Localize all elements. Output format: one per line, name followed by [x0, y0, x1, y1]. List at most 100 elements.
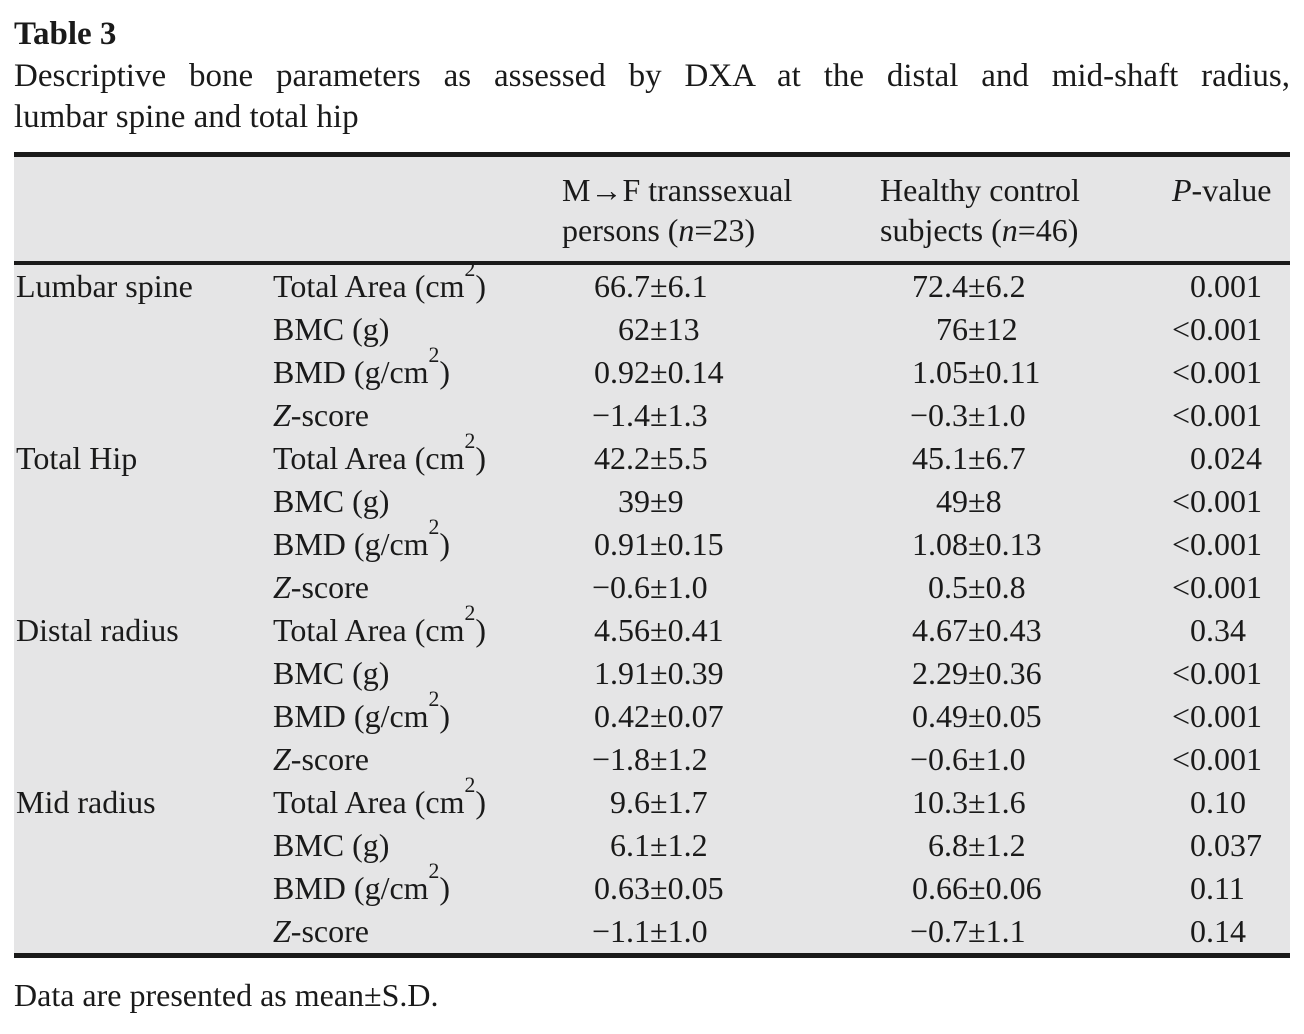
control-value-cell: 0.66±0.06 [912, 870, 1042, 906]
region-cell [14, 351, 273, 394]
caption-line-1: Descriptive bone parameters as assessed … [14, 58, 1290, 94]
region-cell: Mid radius [16, 784, 156, 820]
control-value-cell: 0.49±0.05 [912, 698, 1042, 734]
header-p-italic: P [1172, 172, 1192, 208]
transsexual-value-cell: −0.6±1.0 [591, 569, 708, 605]
region-cell [14, 566, 273, 609]
parameter-cell: Total Area (cm2) [273, 428, 486, 476]
table-row: Lumbar spine Total Area (cm2) 66.7±6.1 7… [14, 256, 1290, 308]
parameter-cell: Z-score [273, 397, 369, 433]
table-row: BMD (g/cm2) 0.92±0.14 1.05±0.11 <0.001 [14, 342, 1290, 394]
control-value-cell: −0.6±1.0 [909, 741, 1026, 777]
table-row: BMD (g/cm2) 0.63±0.05 0.66±0.06 0.11 [14, 860, 1290, 910]
header-col3-line2: persons ( [562, 212, 679, 248]
pvalue-cell: 0.34 [1190, 612, 1246, 648]
control-value-cell: 10.3±1.6 [912, 784, 1026, 820]
header-col4-line1: Healthy control [880, 172, 1080, 208]
table-body: Lumbar spine Total Area (cm2) 66.7±6.1 7… [14, 256, 1290, 956]
table-row: BMC (g) 62±13 76±12 <0.001 [14, 308, 1290, 351]
transsexual-value-cell: 66.7±6.1 [594, 268, 708, 304]
table-row: BMC (g) 1.91±0.39 2.29±0.36 <0.001 [14, 652, 1290, 695]
header-col4-line2: subjects ( [880, 212, 1002, 248]
transsexual-value-cell: 0.92±0.14 [594, 354, 724, 390]
transsexual-value-cell: 0.42±0.07 [594, 698, 724, 734]
transsexual-value-cell: 42.2±5.5 [594, 440, 708, 476]
transsexual-value-cell: −1.4±1.3 [591, 397, 708, 433]
pvalue-cell: <0.001 [1172, 397, 1262, 433]
header-col4-n: n [1001, 212, 1018, 248]
region-cell [14, 824, 273, 867]
parameter-cell: BMC (g) [273, 311, 390, 347]
parameter-cell: BMC (g) [273, 827, 390, 863]
parameter-cell: Z-score [273, 569, 369, 605]
parameter-cell: Total Area (cm2) [273, 772, 486, 820]
control-value-cell: 6.8±1.2 [928, 827, 1026, 863]
header-transsexual-group: M→F transsexual persons (n=23) [562, 154, 880, 265]
table-row: BMD (g/cm2) 0.42±0.07 0.49±0.05 <0.001 [14, 688, 1290, 738]
parameter-cell: BMD (g/cm2) [273, 342, 451, 390]
region-cell [14, 695, 273, 738]
control-value-cell: 1.08±0.13 [912, 526, 1042, 562]
transsexual-value-cell: −1.1±1.0 [591, 913, 708, 949]
transsexual-value-cell: 0.91±0.15 [594, 526, 724, 562]
pvalue-cell: 0.001 [1190, 268, 1262, 304]
parameter-cell: Total Area (cm2) [273, 256, 486, 304]
parameter-cell: Total Area (cm2) [273, 600, 486, 648]
control-value-cell: 49±8 [936, 483, 1002, 519]
transsexual-value-cell: 39±9 [618, 483, 684, 519]
pvalue-cell: <0.001 [1172, 741, 1262, 777]
header-parameter-blank [273, 154, 562, 265]
table-row: Z-score −0.6±1.0 0.5±0.8 <0.001 [14, 566, 1290, 609]
control-value-cell: 4.67±0.43 [912, 612, 1042, 648]
header-col4-line2-end: =46) [1017, 212, 1079, 248]
pvalue-cell: <0.001 [1172, 655, 1262, 691]
header-p-rest: -value [1191, 172, 1272, 208]
header-control-group: Healthy control subjects (n=46) [880, 154, 1172, 265]
transsexual-value-cell: 4.56±0.41 [594, 612, 724, 648]
pvalue-cell: <0.001 [1172, 698, 1262, 734]
region-cell [14, 738, 273, 781]
region-cell [14, 910, 273, 956]
transsexual-value-cell: 1.91±0.39 [594, 655, 724, 691]
control-value-cell: 45.1±6.7 [912, 440, 1026, 476]
table-row: Z-score −1.4±1.3 −0.3±1.0 <0.001 [14, 394, 1290, 437]
parameter-cell: BMC (g) [273, 655, 390, 691]
region-cell: Total Hip [16, 440, 138, 476]
pvalue-cell: <0.001 [1172, 569, 1262, 605]
table-label: Table 3 [14, 16, 117, 52]
table-row: Z-score −1.8±1.2 −0.6±1.0 <0.001 [14, 738, 1290, 781]
control-value-cell: 2.29±0.36 [912, 655, 1042, 691]
parameter-cell: Z-score [273, 741, 369, 777]
region-cell [14, 308, 273, 351]
region-cell [14, 652, 273, 695]
header-pvalue: P-value [1172, 154, 1290, 265]
transsexual-value-cell: 6.1±1.2 [610, 827, 708, 863]
pvalue-cell: <0.001 [1172, 311, 1262, 347]
transsexual-value-cell: 9.6±1.7 [610, 784, 708, 820]
pvalue-cell: <0.001 [1172, 526, 1262, 562]
region-cell [14, 480, 273, 523]
table-row: BMC (g) 6.1±1.2 6.8±1.2 0.037 [14, 824, 1290, 867]
caption-line-2: lumbar spine and total hip [14, 99, 359, 135]
region-cell: Distal radius [16, 612, 179, 648]
bone-parameters-table: M→F transsexual persons (n=23) Healthy c… [14, 152, 1290, 958]
header-col3-line2-end: =23) [694, 212, 756, 248]
region-cell [14, 394, 273, 437]
table-row: Distal radius Total Area (cm2) 4.56±0.41… [14, 600, 1290, 652]
transsexual-value-cell: 62±13 [618, 311, 700, 347]
table-row: Z-score −1.1±1.0 −0.7±1.1 0.14 [14, 910, 1290, 956]
pvalue-cell: 0.024 [1190, 440, 1262, 476]
pvalue-cell: 0.11 [1190, 870, 1245, 906]
header-col3-line1: M→F transsexual [562, 172, 793, 208]
control-value-cell: 72.4±6.2 [912, 268, 1026, 304]
control-value-cell: −0.7±1.1 [909, 913, 1026, 949]
table-row: BMC (g) 39±9 49±8 <0.001 [14, 480, 1290, 523]
control-value-cell: 1.05±0.11 [912, 354, 1041, 390]
control-value-cell: 0.5±0.8 [928, 569, 1026, 605]
parameter-cell: BMD (g/cm2) [273, 514, 451, 562]
table-row: BMD (g/cm2) 0.91±0.15 1.08±0.13 <0.001 [14, 514, 1290, 566]
header-col3-n: n [678, 212, 695, 248]
pvalue-cell: 0.10 [1190, 784, 1246, 820]
table-caption: Descriptive bone parameters as assessed … [14, 56, 1290, 138]
